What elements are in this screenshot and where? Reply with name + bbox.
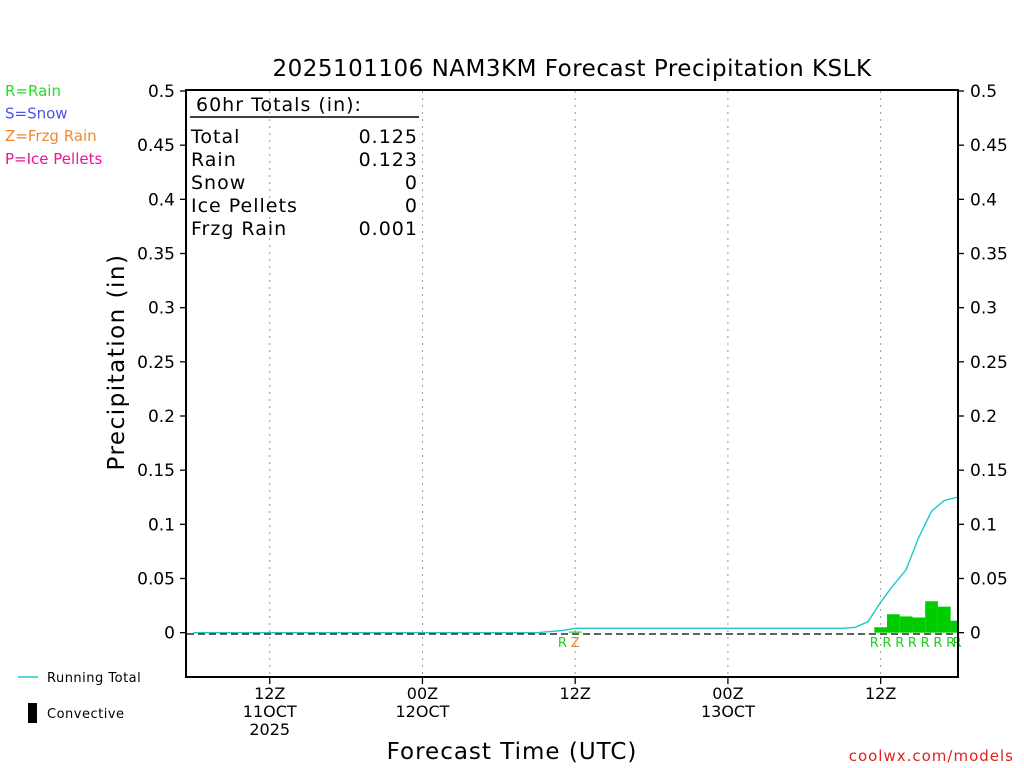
ytick-left-label: 0.3 — [148, 299, 175, 319]
ptype-legend: R=Rain S=Snow Z=Frzg Rain P=Ice Pellets — [5, 82, 102, 168]
convective-legend-label: Convective — [47, 707, 125, 722]
totals-row-value: 0 — [405, 172, 418, 194]
ytick-left-label: 0.4 — [148, 190, 175, 210]
ptype-marker: R — [870, 636, 879, 651]
totals-row-value: 0 — [405, 195, 418, 217]
ptype-marker: R — [882, 636, 891, 651]
y-axis-right: 0 0.05 0.1 0.15 0.2 0.25 0.3 0.35 0.4 0.45 0.5 — [957, 82, 1008, 644]
chart-title: 2025101106 NAM3KM Forecast Precipitation… — [272, 56, 872, 82]
precip-bar — [912, 617, 926, 633]
xtick-label: 12Z — [254, 684, 285, 703]
ptype-marker: R — [558, 636, 567, 651]
ytick-left-label: 0.05 — [137, 570, 175, 590]
x-axis-label: Forecast Time (UTC) — [387, 739, 638, 765]
totals-row-label: Frzg Rain — [191, 218, 287, 240]
ytick-right-label: 0.4 — [970, 190, 997, 210]
ytick-left-label: 0.15 — [137, 461, 175, 481]
ytick-right-label: 0.5 — [970, 82, 997, 102]
ytick-right-label: 0.3 — [970, 299, 997, 319]
ytick-left-label: 0.25 — [137, 353, 175, 373]
precip-bar — [925, 601, 938, 633]
precip-bar — [568, 631, 582, 633]
ytick-right-label: 0.1 — [970, 515, 997, 535]
ptype-legend-item: S=Snow — [5, 105, 68, 123]
ptype-legend-item: R=Rain — [5, 82, 61, 100]
ytick-left-label: 0 — [164, 624, 175, 644]
ptype-marker: Z — [571, 636, 580, 651]
totals-row-label: Snow — [191, 172, 246, 194]
running-total-line — [193, 496, 958, 634]
xtick-label: 00Z — [712, 684, 743, 703]
ytick-right-label: 0.45 — [970, 136, 1008, 156]
totals-row-value: 0.001 — [359, 218, 418, 240]
ptype-marker: R — [895, 636, 904, 651]
ytick-right-label: 0.25 — [970, 353, 1008, 373]
xtick-label: 12OCT — [396, 702, 450, 721]
precip-bar — [950, 620, 957, 633]
ytick-left-label: 0.35 — [137, 245, 175, 265]
ptype-legend-item: P=Ice Pellets — [5, 150, 102, 168]
precip-bar — [887, 614, 900, 633]
convective-legend-swatch — [28, 703, 37, 723]
totals-heading: 60hr Totals (in): — [196, 94, 362, 116]
ptype-marker: R — [921, 636, 930, 651]
xtick-label: 12Z — [865, 684, 896, 703]
xtick-label: 13OCT — [701, 702, 755, 721]
series-legend: Running Total Convective — [18, 671, 141, 723]
ytick-right-label: 0.15 — [970, 461, 1008, 481]
xtick-label: 12Z — [560, 684, 591, 703]
ytick-left-label: 0.45 — [137, 136, 175, 156]
y-axis-label: Precipitation (in) — [104, 254, 130, 471]
precip-bar — [899, 616, 913, 633]
precip-bars — [568, 601, 957, 633]
xtick-label: 11OCT — [243, 702, 297, 721]
totals-row-value: 0.125 — [359, 126, 418, 148]
totals-row-value: 0.123 — [359, 149, 418, 171]
totals-row-label: Ice Pellets — [191, 195, 298, 217]
y-axis-left: 0 0.05 0.1 0.15 0.2 0.25 0.3 0.35 0.4 0.45 0.5 — [137, 82, 187, 644]
ytick-right-label: 0.2 — [970, 407, 997, 427]
ptype-markers: R Z R R R R R R RR — [558, 636, 962, 651]
ptype-marker: R — [946, 636, 955, 651]
totals-row-label: Total — [190, 126, 240, 148]
credit-text[interactable]: coolwx.com/models — [849, 747, 1014, 765]
xtick-label: 2025 — [249, 720, 290, 739]
ytick-right-label: 0 — [970, 624, 981, 644]
ytick-left-label: 0.5 — [148, 82, 175, 102]
ptype-marker: R — [908, 636, 917, 651]
running-total-legend-label: Running Total — [47, 671, 141, 686]
ptype-legend-item: Z=Frzg Rain — [5, 127, 97, 145]
precip-bar — [937, 606, 951, 633]
xtick-label: 00Z — [407, 684, 438, 703]
precip-bar — [874, 627, 887, 633]
ytick-right-label: 0.35 — [970, 245, 1008, 265]
totals-row-label: Rain — [191, 149, 237, 171]
ytick-right-label: 0.05 — [970, 570, 1008, 590]
plot-frame — [185, 89, 959, 678]
ytick-left-label: 0.1 — [148, 515, 175, 535]
ptype-marker: R — [933, 636, 942, 651]
gridlines — [269, 91, 882, 676]
ytick-left-label: 0.2 — [148, 407, 175, 427]
totals-box: 60hr Totals (in): Total 0.125 Rain 0.123 Sno… — [190, 94, 419, 240]
